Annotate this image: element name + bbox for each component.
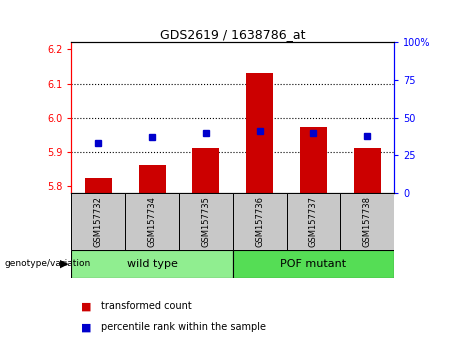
Bar xyxy=(139,165,165,193)
Text: genotype/variation: genotype/variation xyxy=(5,259,91,268)
Text: GSM157735: GSM157735 xyxy=(201,196,210,247)
Bar xyxy=(193,148,219,193)
Text: ■: ■ xyxy=(81,322,91,332)
Bar xyxy=(287,193,340,250)
Bar xyxy=(233,250,394,278)
Bar xyxy=(340,193,394,250)
Text: transformed count: transformed count xyxy=(101,301,192,311)
Text: ▶: ▶ xyxy=(60,259,68,269)
Bar xyxy=(233,193,287,250)
Text: wild type: wild type xyxy=(127,259,177,269)
Title: GDS2619 / 1638786_at: GDS2619 / 1638786_at xyxy=(160,28,306,41)
Text: GSM157738: GSM157738 xyxy=(363,196,372,247)
Bar xyxy=(85,178,112,193)
Text: GSM157737: GSM157737 xyxy=(309,196,318,247)
Bar xyxy=(179,193,233,250)
Text: POF mutant: POF mutant xyxy=(280,259,347,269)
Bar xyxy=(300,127,327,193)
Bar xyxy=(354,148,381,193)
Bar xyxy=(246,73,273,193)
Bar xyxy=(125,193,179,250)
Text: GSM157732: GSM157732 xyxy=(94,196,103,247)
Bar xyxy=(71,193,125,250)
Text: percentile rank within the sample: percentile rank within the sample xyxy=(101,322,266,332)
Text: GSM157734: GSM157734 xyxy=(148,196,157,247)
Text: GSM157736: GSM157736 xyxy=(255,196,264,247)
Text: ■: ■ xyxy=(81,301,91,311)
Bar xyxy=(71,250,233,278)
